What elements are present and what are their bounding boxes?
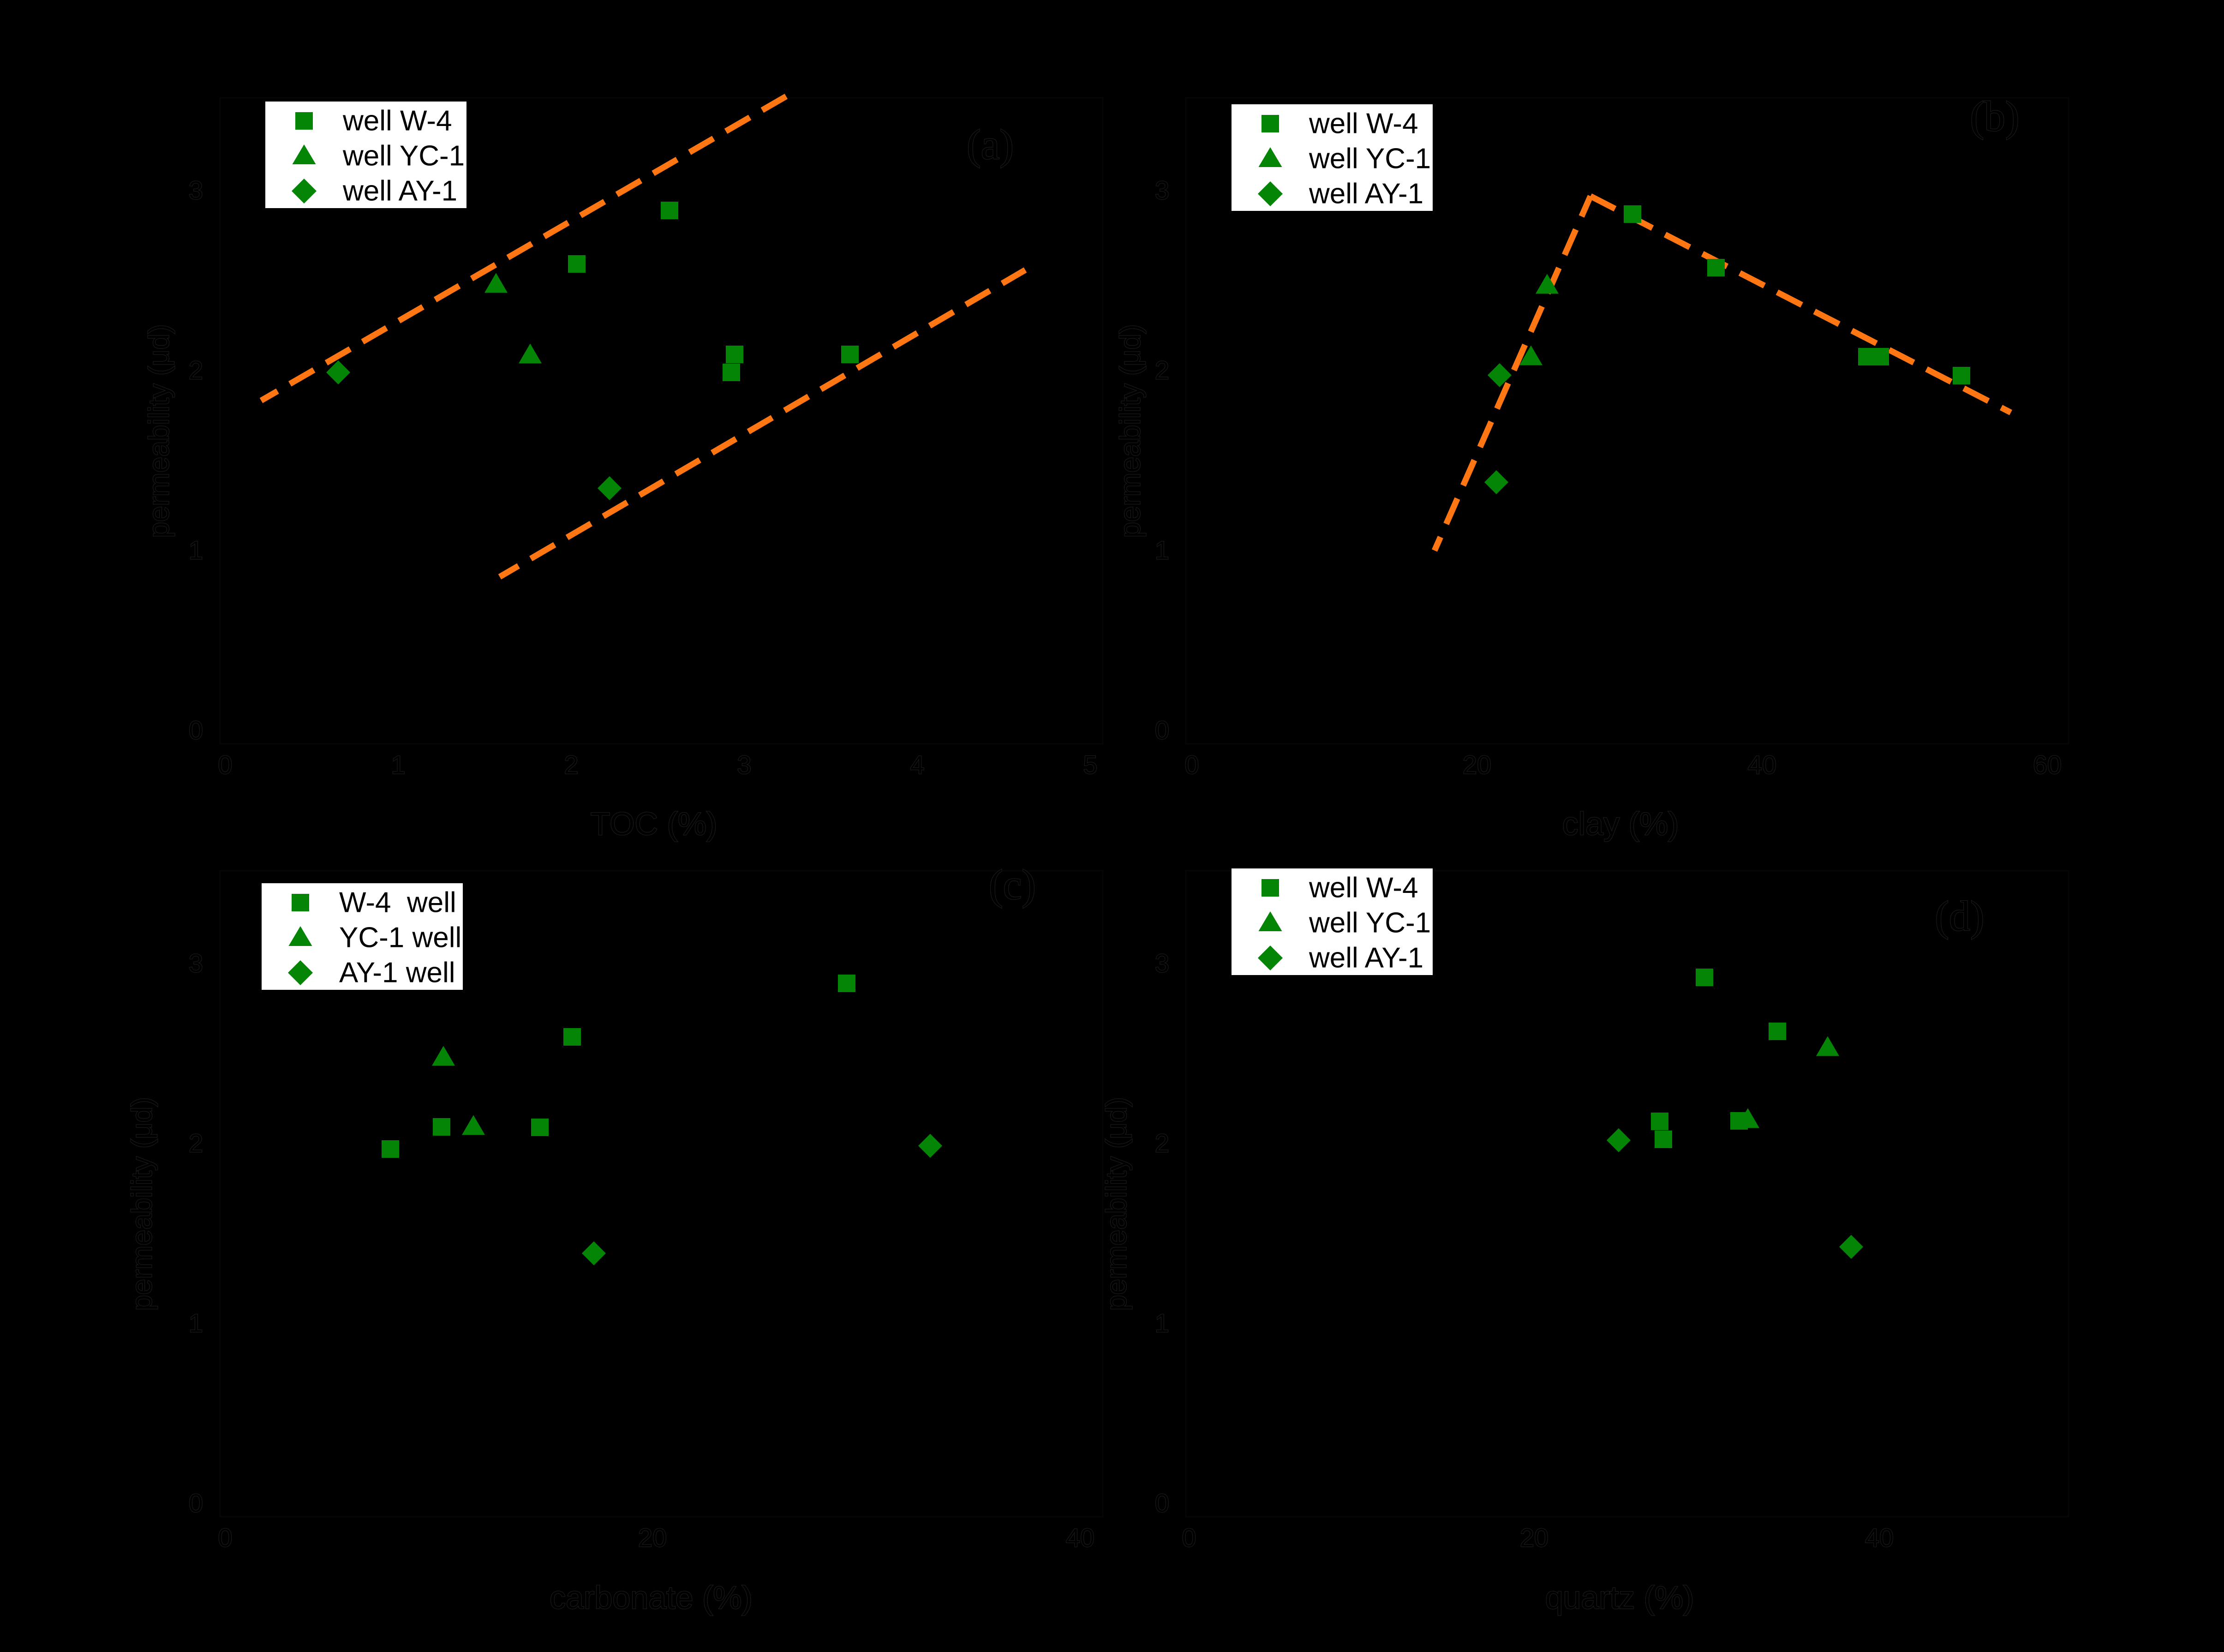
svg-text:well YC-1: well YC-1 — [342, 140, 465, 172]
svg-text:3: 3 — [1155, 949, 1169, 978]
svg-text:0: 0 — [1155, 716, 1169, 745]
svg-text:0: 0 — [189, 716, 203, 745]
svg-text:well AY-1: well AY-1 — [342, 175, 457, 207]
svg-text:2: 2 — [189, 356, 203, 385]
svg-text:0: 0 — [218, 750, 232, 779]
svg-text:20: 20 — [1463, 750, 1491, 779]
svg-text:3: 3 — [1155, 176, 1169, 205]
svg-text:permeability (μd): permeability (μd) — [126, 1097, 158, 1311]
svg-text:carbonate (%): carbonate (%) — [550, 1580, 753, 1616]
svg-text:0: 0 — [218, 1523, 232, 1552]
svg-text:5: 5 — [1083, 750, 1097, 779]
svg-text:1: 1 — [391, 750, 405, 779]
svg-text:2: 2 — [1155, 1129, 1169, 1158]
svg-text:40: 40 — [1865, 1523, 1894, 1552]
svg-text:2: 2 — [1155, 356, 1169, 385]
svg-text:permeability (μd): permeability (μd) — [143, 324, 175, 538]
svg-text:20: 20 — [638, 1523, 667, 1552]
svg-text:1: 1 — [1155, 1309, 1169, 1338]
svg-text:well W-4: well W-4 — [1309, 872, 1418, 904]
svg-text:1: 1 — [189, 1309, 203, 1338]
svg-text:3: 3 — [189, 176, 203, 205]
svg-text:well AY-1: well AY-1 — [1309, 942, 1423, 974]
svg-text:40: 40 — [1748, 750, 1776, 779]
svg-text:(d): (d) — [1935, 892, 1984, 940]
svg-text:2: 2 — [189, 1129, 203, 1158]
svg-text:2: 2 — [564, 750, 578, 779]
svg-text:permeability (μd): permeability (μd) — [1101, 1097, 1133, 1311]
svg-text:AY-1 well: AY-1 well — [339, 957, 455, 989]
svg-text:(c): (c) — [989, 861, 1036, 908]
svg-text:well YC-1: well YC-1 — [1309, 143, 1431, 175]
svg-text:1: 1 — [1155, 536, 1169, 565]
svg-text:0: 0 — [1184, 750, 1199, 779]
svg-text:quartz (%): quartz (%) — [1545, 1580, 1694, 1616]
svg-text:clay (%): clay (%) — [1562, 806, 1679, 842]
svg-text:20: 20 — [1520, 1523, 1548, 1552]
svg-text:(b): (b) — [1970, 93, 2019, 140]
svg-text:well YC-1: well YC-1 — [1309, 907, 1431, 939]
svg-text:60: 60 — [2033, 750, 2062, 779]
svg-text:well W-4: well W-4 — [342, 105, 452, 137]
svg-text:TOC (%): TOC (%) — [591, 806, 717, 842]
svg-text:0: 0 — [189, 1489, 203, 1518]
svg-text:0: 0 — [1182, 1523, 1196, 1552]
svg-text:YC-1 well: YC-1 well — [339, 922, 461, 954]
svg-text:40: 40 — [1066, 1523, 1094, 1552]
svg-text:permeability (μd): permeability (μd) — [1115, 324, 1147, 538]
svg-text:(a): (a) — [967, 121, 1014, 168]
svg-text:W-4 well: W-4 well — [339, 887, 456, 919]
svg-text:well W-4: well W-4 — [1309, 108, 1418, 140]
svg-text:3: 3 — [189, 949, 203, 978]
svg-text:4: 4 — [910, 750, 924, 779]
svg-text:well AY-1: well AY-1 — [1309, 178, 1423, 210]
svg-text:3: 3 — [737, 750, 751, 779]
svg-text:1: 1 — [189, 536, 203, 565]
svg-text:0: 0 — [1155, 1489, 1169, 1518]
